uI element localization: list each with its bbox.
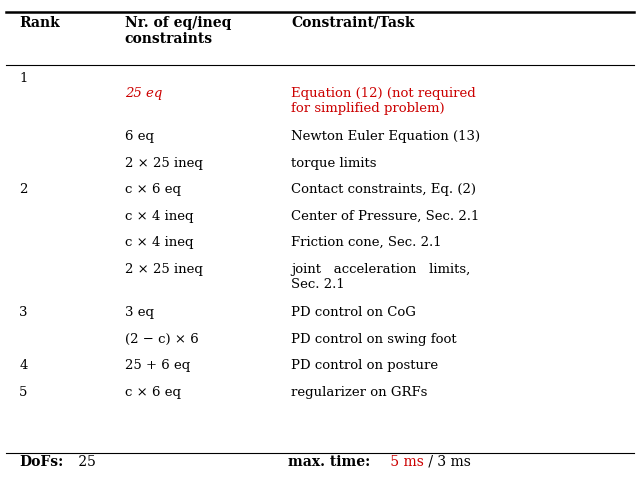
Text: 4: 4 bbox=[19, 359, 28, 372]
Text: Nr. of eq/ineq
constraints: Nr. of eq/ineq constraints bbox=[125, 16, 231, 46]
Text: 25 + 6 eq: 25 + 6 eq bbox=[125, 359, 190, 372]
Text: PD control on posture: PD control on posture bbox=[291, 359, 438, 372]
Text: PD control on CoG: PD control on CoG bbox=[291, 306, 416, 319]
Text: Rank: Rank bbox=[19, 16, 60, 30]
Text: DoFs:: DoFs: bbox=[19, 455, 63, 469]
Text: 6 eq: 6 eq bbox=[125, 130, 154, 143]
Text: 2 × 25 ineq: 2 × 25 ineq bbox=[125, 263, 203, 276]
Text: Newton Euler Equation (13): Newton Euler Equation (13) bbox=[291, 130, 481, 143]
Text: 5 ms: 5 ms bbox=[386, 455, 424, 469]
Text: c × 4 ineq: c × 4 ineq bbox=[125, 236, 193, 249]
Text: Constraint/Task: Constraint/Task bbox=[291, 16, 415, 30]
Text: 1: 1 bbox=[19, 72, 28, 85]
Text: 3: 3 bbox=[19, 306, 28, 319]
Text: c × 6 eq: c × 6 eq bbox=[125, 183, 181, 196]
Text: regularizer on GRFs: regularizer on GRFs bbox=[291, 386, 428, 399]
Text: c × 6 eq: c × 6 eq bbox=[125, 386, 181, 399]
Text: (2 − c) × 6: (2 − c) × 6 bbox=[125, 333, 198, 346]
Text: Center of Pressure, Sec. 2.1: Center of Pressure, Sec. 2.1 bbox=[291, 210, 479, 223]
Text: / 3 ms: / 3 ms bbox=[424, 455, 471, 469]
Text: joint   acceleration   limits,
Sec. 2.1: joint acceleration limits, Sec. 2.1 bbox=[291, 263, 470, 291]
Text: Contact constraints, Eq. (2): Contact constraints, Eq. (2) bbox=[291, 183, 476, 196]
Text: 2: 2 bbox=[19, 183, 28, 196]
Text: 25: 25 bbox=[74, 455, 95, 469]
Text: c × 4 ineq: c × 4 ineq bbox=[125, 210, 193, 223]
Text: 5: 5 bbox=[19, 386, 28, 399]
Text: torque limits: torque limits bbox=[291, 157, 377, 170]
Text: 25 eq: 25 eq bbox=[125, 87, 162, 100]
Text: max. time:: max. time: bbox=[288, 455, 371, 469]
Text: 2 × 25 ineq: 2 × 25 ineq bbox=[125, 157, 203, 170]
Text: Equation (12) (not required
for simplified problem): Equation (12) (not required for simplifi… bbox=[291, 87, 476, 115]
Text: Friction cone, Sec. 2.1: Friction cone, Sec. 2.1 bbox=[291, 236, 442, 249]
Text: PD control on swing foot: PD control on swing foot bbox=[291, 333, 457, 346]
Text: 3 eq: 3 eq bbox=[125, 306, 154, 319]
